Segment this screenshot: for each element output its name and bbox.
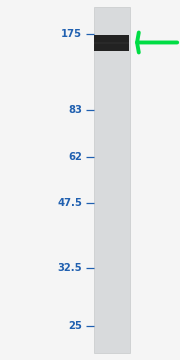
Bar xyxy=(94,7,130,353)
Text: 62: 62 xyxy=(68,152,82,162)
Text: 175: 175 xyxy=(61,29,82,39)
Text: 25: 25 xyxy=(68,321,82,331)
Text: 83: 83 xyxy=(68,105,82,115)
Text: 32.5: 32.5 xyxy=(57,263,82,273)
Bar xyxy=(94,42,129,45)
Bar xyxy=(94,35,129,51)
Text: 47.5: 47.5 xyxy=(57,198,82,208)
